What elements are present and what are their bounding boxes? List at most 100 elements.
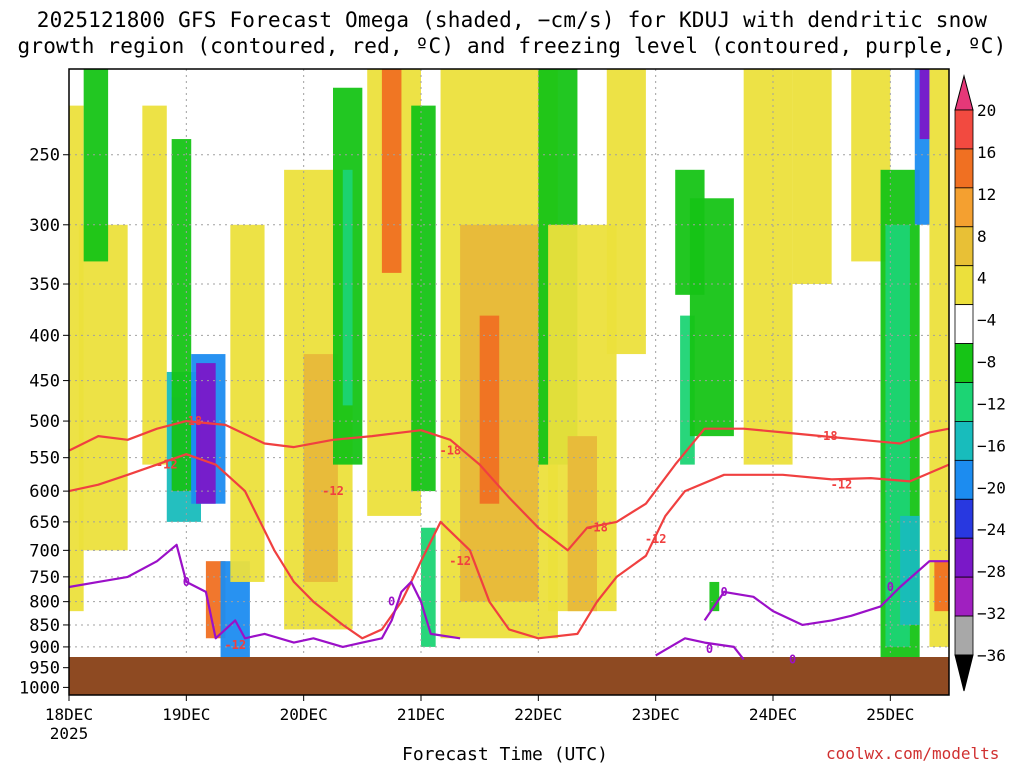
omega-cell bbox=[381, 69, 402, 273]
y-tick-label: 400 bbox=[29, 326, 60, 346]
y-tick-label: 750 bbox=[29, 568, 60, 588]
colorbar-label: 12 bbox=[977, 185, 996, 204]
x-tick-label: 23DEC bbox=[632, 705, 680, 724]
omega-shading bbox=[69, 69, 949, 660]
omega-cell bbox=[689, 198, 734, 437]
contour-label: -12 bbox=[156, 458, 178, 472]
colorbar-top-arrow bbox=[954, 74, 974, 111]
y-tick-label: 450 bbox=[29, 372, 60, 392]
y-tick-label: 1000 bbox=[19, 678, 60, 698]
y-tick-label: 250 bbox=[29, 146, 60, 166]
omega-cell bbox=[83, 69, 109, 262]
y-tick-label: 800 bbox=[29, 593, 60, 613]
x-tick-label: 24DEC bbox=[749, 705, 797, 724]
colorbar-label: −32 bbox=[977, 604, 1006, 623]
contour-label: -18 bbox=[439, 444, 461, 458]
credit-link[interactable]: coolwx.com/modelts bbox=[826, 744, 1000, 763]
colorbar-bin bbox=[954, 498, 974, 539]
contour-label: 0 bbox=[388, 595, 395, 609]
omega-cell bbox=[303, 354, 338, 582]
colorbar-label: −16 bbox=[977, 436, 1006, 455]
colorbar-bottom-arrow bbox=[954, 654, 974, 692]
omega-cell bbox=[142, 105, 167, 465]
contour-label: -12 bbox=[224, 638, 246, 652]
colorbar-bin bbox=[954, 226, 974, 267]
contour-label: -18 bbox=[586, 521, 608, 535]
colorbar-bin bbox=[954, 265, 974, 306]
contour-label: 0 bbox=[183, 575, 190, 589]
chart-title-line-2: growth region (contoured, red, ºC) and f… bbox=[17, 34, 1007, 58]
omega-cell bbox=[934, 561, 949, 612]
omega-cell bbox=[479, 315, 500, 504]
colorbar-bin bbox=[954, 304, 974, 344]
contour-label: 0 bbox=[789, 653, 796, 667]
freezing-level-contour bbox=[655, 637, 745, 661]
omega-cell bbox=[342, 169, 353, 406]
omega-cell bbox=[792, 69, 832, 285]
omega-cell bbox=[567, 436, 597, 612]
colorbar-bin bbox=[954, 343, 974, 383]
colorbar-label: 4 bbox=[977, 269, 987, 288]
contour-label: 0 bbox=[720, 585, 727, 599]
colorbar-bin bbox=[954, 109, 974, 150]
contour-label: -12 bbox=[645, 532, 667, 546]
x-axis-label: Forecast Time (UTC) bbox=[402, 744, 608, 765]
y-axis: 250 300 350 400 450 500 550 600 650 700 750 800 8509… bbox=[19, 146, 69, 698]
y-tick-label: 300 bbox=[29, 216, 60, 236]
x-tick-label: 21DEC bbox=[397, 705, 445, 724]
y-tick-label: 500 bbox=[29, 412, 60, 432]
omega-cell bbox=[171, 139, 192, 492]
colorbar-label: 16 bbox=[977, 143, 996, 162]
x-tick-label: 19DEC bbox=[162, 705, 210, 724]
omega-cell bbox=[196, 363, 216, 504]
plot-frame bbox=[68, 68, 950, 696]
freezing-level-contour bbox=[68, 543, 461, 648]
y-tick-label: 350 bbox=[29, 275, 60, 295]
y-tick-label: 600 bbox=[29, 482, 60, 502]
colorbar-label: −36 bbox=[977, 646, 1006, 665]
colorbar-bin bbox=[954, 148, 974, 189]
omega-cell bbox=[606, 69, 646, 355]
dgz-contour-minus18 bbox=[68, 420, 950, 552]
colorbar-bin bbox=[954, 537, 974, 578]
colorbar-bin bbox=[954, 382, 974, 422]
colorbar-label: −8 bbox=[977, 353, 996, 372]
omega-cell bbox=[929, 69, 949, 647]
omega-cell bbox=[919, 69, 930, 140]
y-tick-label: 700 bbox=[29, 541, 60, 561]
colorbar-bin bbox=[954, 615, 974, 656]
x-tick-label: 22DEC bbox=[514, 705, 562, 724]
y-tick-label: 900 bbox=[29, 638, 60, 658]
colorbar-label: 20 bbox=[977, 101, 996, 120]
y-tick-label: 550 bbox=[29, 449, 60, 469]
omega-cell bbox=[900, 515, 920, 625]
x-tick-label: 25DEC bbox=[866, 705, 914, 724]
x-tick-sublabel: 2025 bbox=[50, 724, 89, 743]
y-tick-label: 850 bbox=[29, 616, 60, 636]
x-tick-label: 18DEC bbox=[45, 705, 93, 724]
colorbar-label: 8 bbox=[977, 227, 987, 246]
freezing-level-contour bbox=[703, 560, 949, 626]
chart-title-line-1: 2025121800 GFS Forecast Omega (shaded, −… bbox=[36, 8, 988, 32]
colorbar-label: −4 bbox=[977, 311, 996, 330]
contour-label: 0 bbox=[887, 580, 894, 594]
omega-cell bbox=[411, 105, 436, 492]
omega-cell bbox=[460, 224, 539, 602]
dgz-contour-minus12 bbox=[68, 453, 950, 640]
omega-cell bbox=[78, 224, 128, 551]
colorbar-bin bbox=[954, 459, 974, 500]
colorbar-label: −12 bbox=[977, 394, 1006, 413]
colorbar: 20 16 12 8 4 −4 −8 −12 −16 −20 −24 −28 −32 −36 bbox=[954, 74, 1006, 692]
contour-label: -18 bbox=[180, 414, 202, 428]
colorbar-label: −28 bbox=[977, 562, 1006, 581]
ground-surface bbox=[69, 657, 949, 695]
contour-label: -12 bbox=[322, 484, 344, 498]
colorbar-bin bbox=[954, 187, 974, 228]
contour-layer: -18 -18 -18 -18 -12 -12 -12 -12 -12 -12 0 0 0 0 0 0 bbox=[68, 414, 950, 667]
y-tick-label: 650 bbox=[29, 513, 60, 533]
colorbar-bin bbox=[954, 421, 974, 461]
omega-cell bbox=[230, 224, 265, 582]
colorbar-label: −20 bbox=[977, 478, 1006, 497]
